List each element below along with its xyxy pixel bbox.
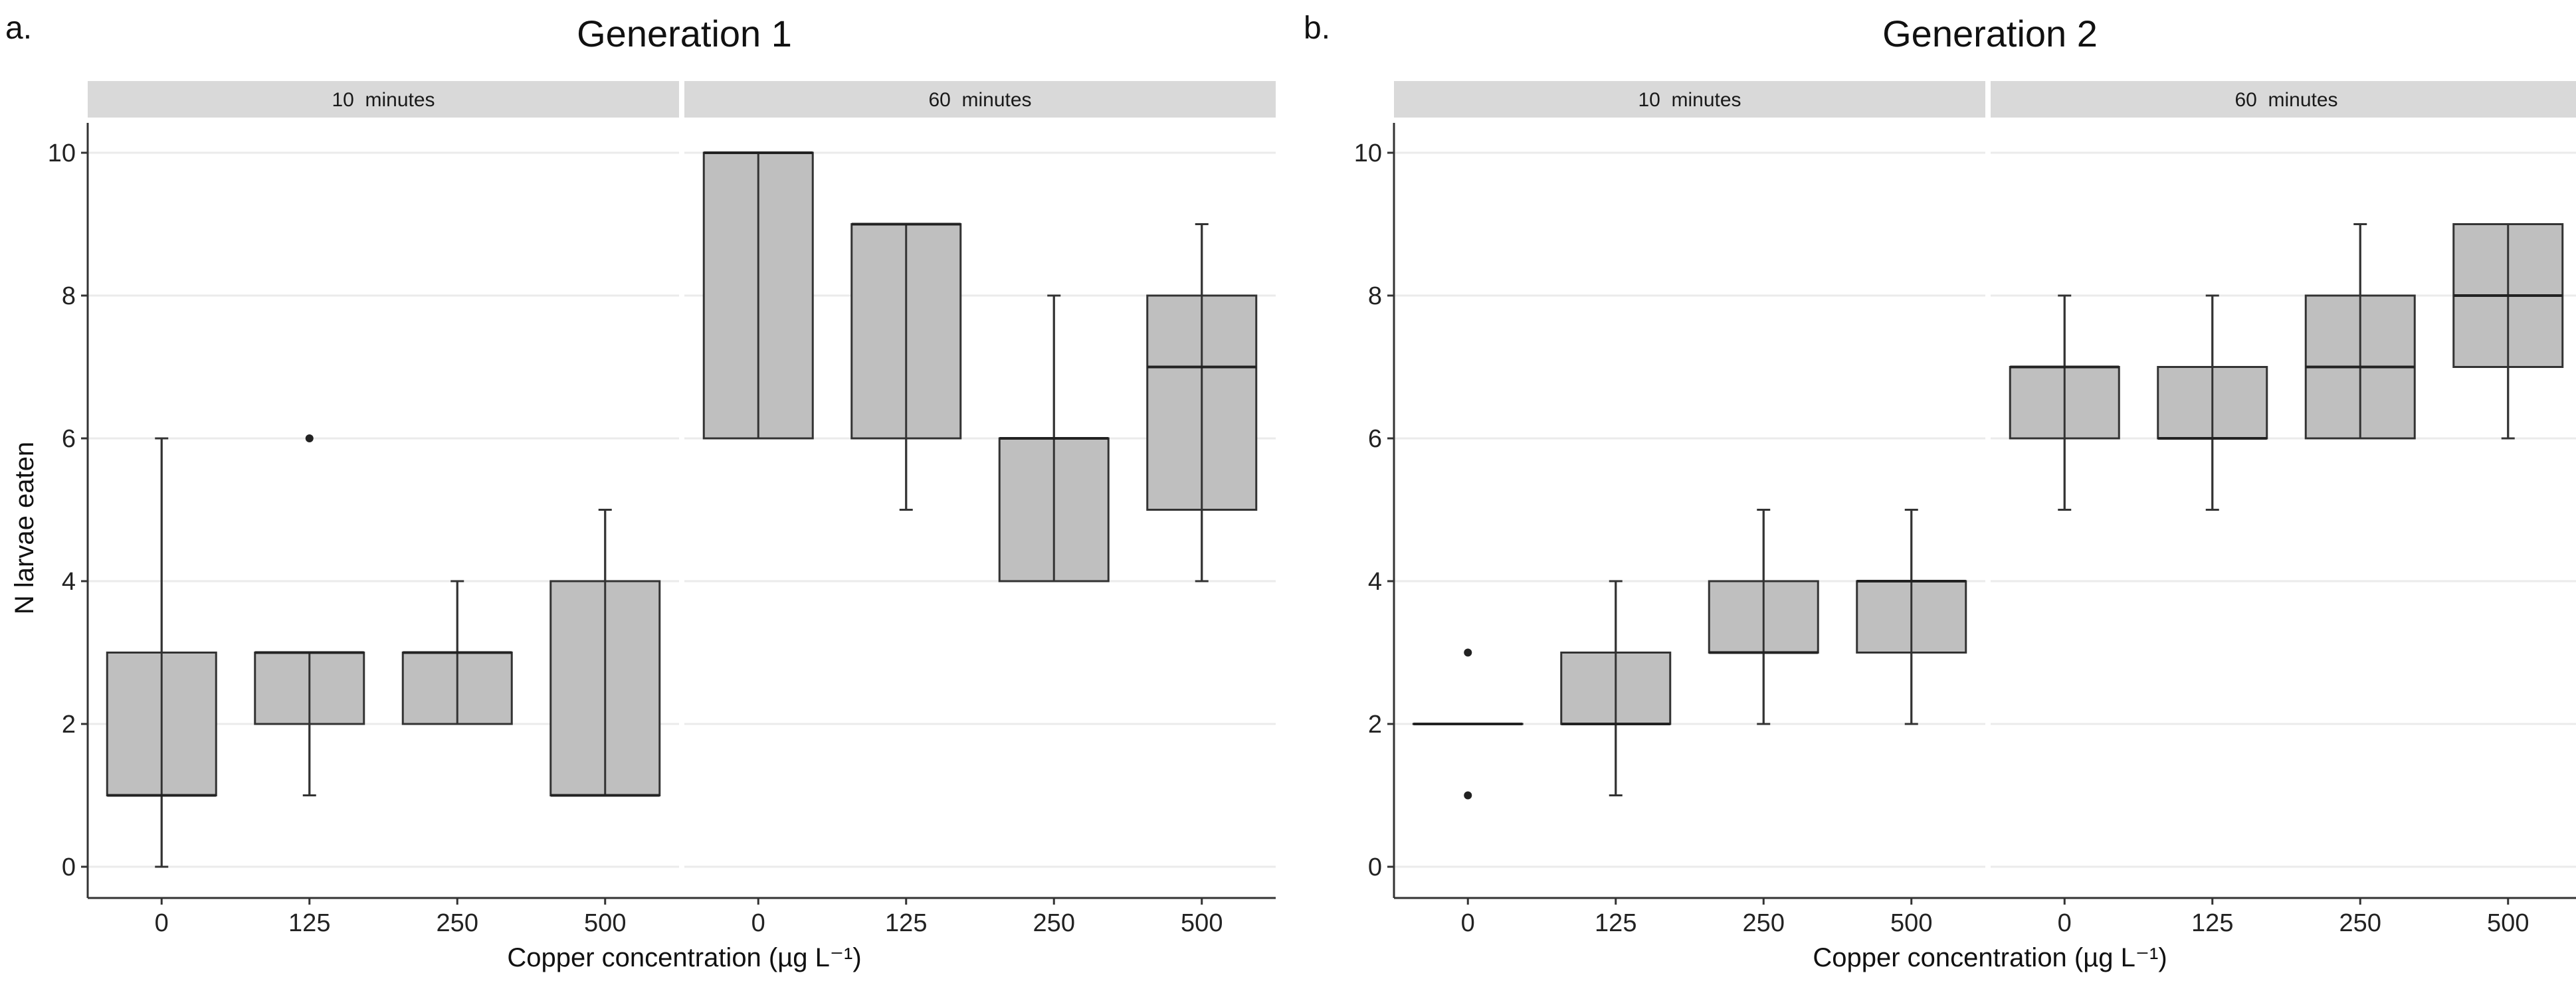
panel-b-ytick-label-4: 4 — [1368, 568, 1382, 596]
panel-a-letter: a. — [5, 11, 32, 46]
panel-b-strip-10min-label: 10 minutes — [1638, 89, 1741, 111]
panel-a-strip-60min — [684, 81, 1276, 118]
panel-a-strip-10min — [88, 81, 679, 118]
panel-b-strip-10min — [1394, 81, 1985, 118]
panel-a-ylabel: N larvae eaten — [10, 442, 39, 614]
panel-b-facet-0-cat-0-outlier-0 — [1464, 791, 1472, 800]
panel-b-plot-area: 0 2 4 6 8 10 0 125 250 500 0 125 250 500 — [1354, 123, 2576, 937]
panel-a-facet-0-cat-250-xtick-label: 250 — [437, 909, 478, 937]
panel-b-facet-1-cat-250-xtick-label: 250 — [2339, 909, 2381, 937]
panel-b-ytick-label-2: 2 — [1368, 711, 1382, 739]
panel-a-facet-1-cat-500-xtick-label: 500 — [1181, 909, 1223, 937]
panel-a-ytick-label-4: 4 — [62, 568, 76, 596]
panel-b-facet-0-cat-125-xtick-label: 125 — [1595, 909, 1636, 937]
panel-a-ytick-label-10: 10 — [48, 139, 76, 167]
panel-a-ytick-label-8: 8 — [62, 282, 76, 310]
panel-a-ytick-label-0: 0 — [62, 853, 76, 881]
panel-b-letter: b. — [1304, 11, 1330, 46]
panel-b-xlabel: Copper concentration (µg L⁻¹) — [1813, 943, 2167, 972]
panel-a-facet-1-cat-125-xtick-label: 125 — [885, 909, 927, 937]
panel-b-facet-1-cat-125-xtick-label: 125 — [2191, 909, 2233, 937]
panel-a-xlabel: Copper concentration (µg L⁻¹) — [507, 943, 861, 972]
panel-b-facet-0-cat-250-xtick-label: 250 — [1743, 909, 1785, 937]
panel-a-ytick-label-2: 2 — [62, 711, 76, 739]
panel-b-title: Generation 2 — [1882, 13, 2098, 54]
panel-a-facet-1-cat-0-xtick-label: 0 — [751, 909, 765, 937]
panel-a-facet-1-cat-250-xtick-label: 250 — [1033, 909, 1075, 937]
panel-b-strip-60min — [1991, 81, 2576, 118]
panel-a-strip-60min-label: 60 minutes — [928, 89, 1031, 111]
panel-a-facet-0-cat-500-xtick-label: 500 — [584, 909, 626, 937]
panel-a-facet-0-cat-125-xtick-label: 125 — [288, 909, 330, 937]
panel-b-facet-0-cat-0-outlier-1 — [1464, 648, 1472, 657]
panel-b-facet-1-cat-0-xtick-label: 0 — [2058, 909, 2072, 937]
panel-a-ytick-label-6: 6 — [62, 425, 76, 453]
panel-b-facet-1-cat-500-xtick-label: 500 — [2487, 909, 2529, 937]
panel-b-facet-0-cat-500-xtick-label: 500 — [1890, 909, 1932, 937]
panel-a-facet-0-cat-0-xtick-label: 0 — [155, 909, 169, 937]
panel-b-ytick-label-8: 8 — [1368, 282, 1382, 310]
panel-b-ytick-label-0: 0 — [1368, 853, 1382, 881]
panel-b-ytick-label-6: 6 — [1368, 425, 1382, 453]
panel-b-ytick-label-10: 10 — [1354, 139, 1382, 167]
panel-a-title: Generation 1 — [577, 13, 792, 54]
panel-a-plot-area: 0 2 4 6 8 10 0 125 250 500 0 125 250 500 — [48, 123, 1276, 937]
panel-b-facet-0-cat-0-xtick-label: 0 — [1461, 909, 1475, 937]
panel-b-strip-60min-label: 60 minutes — [2234, 89, 2337, 111]
panel-a-facet-0-cat-125-outlier-0 — [305, 434, 314, 442]
panel-a-strip-10min-label: 10 minutes — [332, 89, 435, 111]
